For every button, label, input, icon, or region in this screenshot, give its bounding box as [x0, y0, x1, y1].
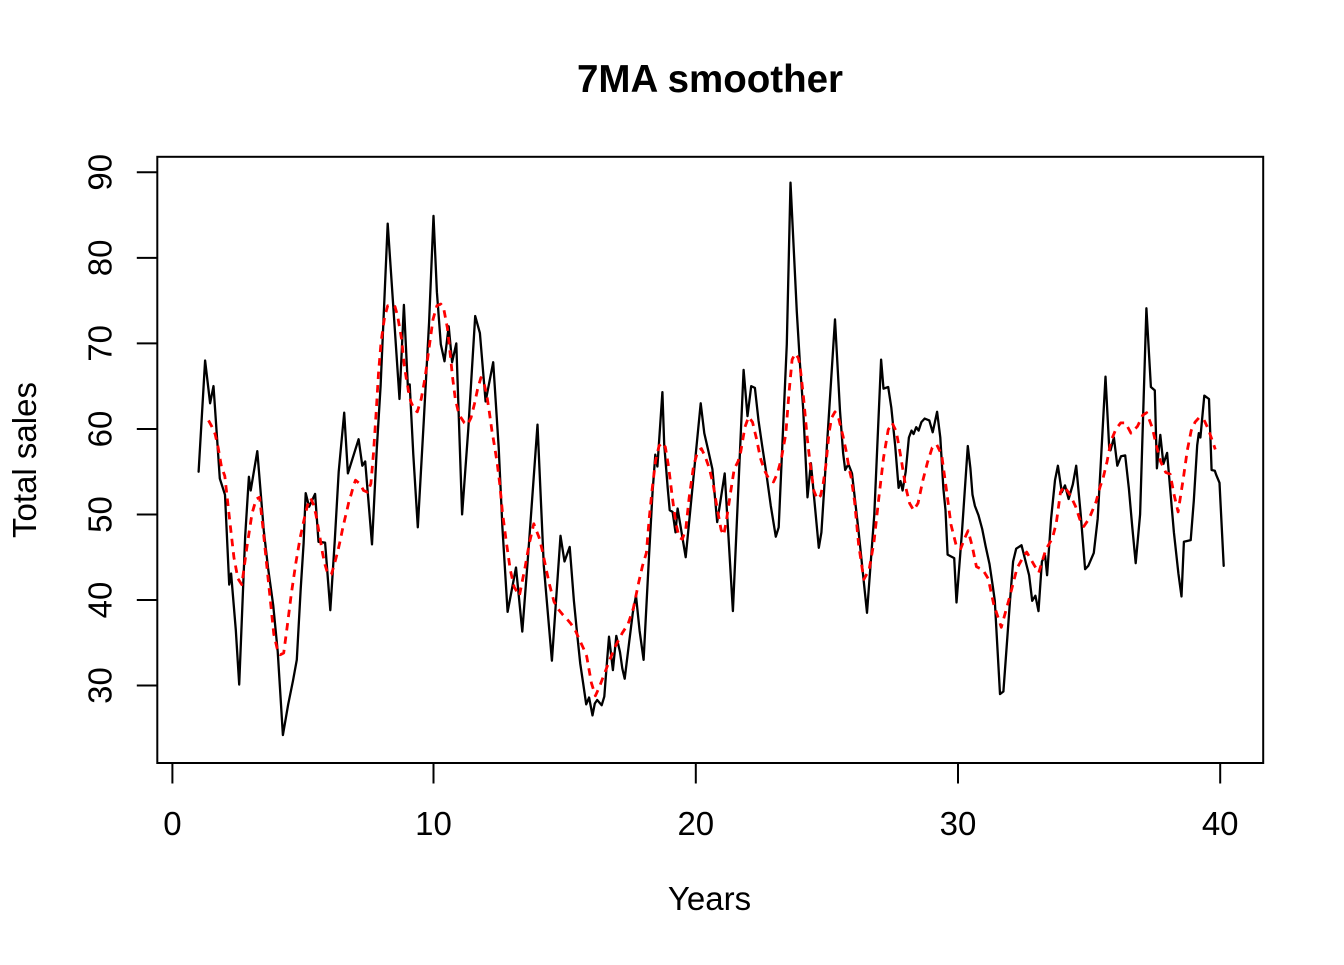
- svg-text:30: 30: [82, 667, 119, 704]
- svg-text:60: 60: [82, 411, 119, 448]
- svg-text:Years: Years: [668, 880, 751, 917]
- svg-text:7MA smoother: 7MA smoother: [577, 58, 843, 101]
- svg-text:0: 0: [163, 805, 181, 842]
- svg-text:30: 30: [940, 805, 977, 842]
- svg-text:90: 90: [82, 154, 119, 191]
- svg-text:40: 40: [82, 582, 119, 619]
- svg-text:80: 80: [82, 240, 119, 277]
- svg-text:70: 70: [82, 325, 119, 362]
- svg-text:20: 20: [677, 805, 714, 842]
- svg-text:10: 10: [415, 805, 452, 842]
- svg-text:40: 40: [1202, 805, 1239, 842]
- svg-text:50: 50: [82, 496, 119, 533]
- svg-text:Total sales: Total sales: [6, 382, 43, 538]
